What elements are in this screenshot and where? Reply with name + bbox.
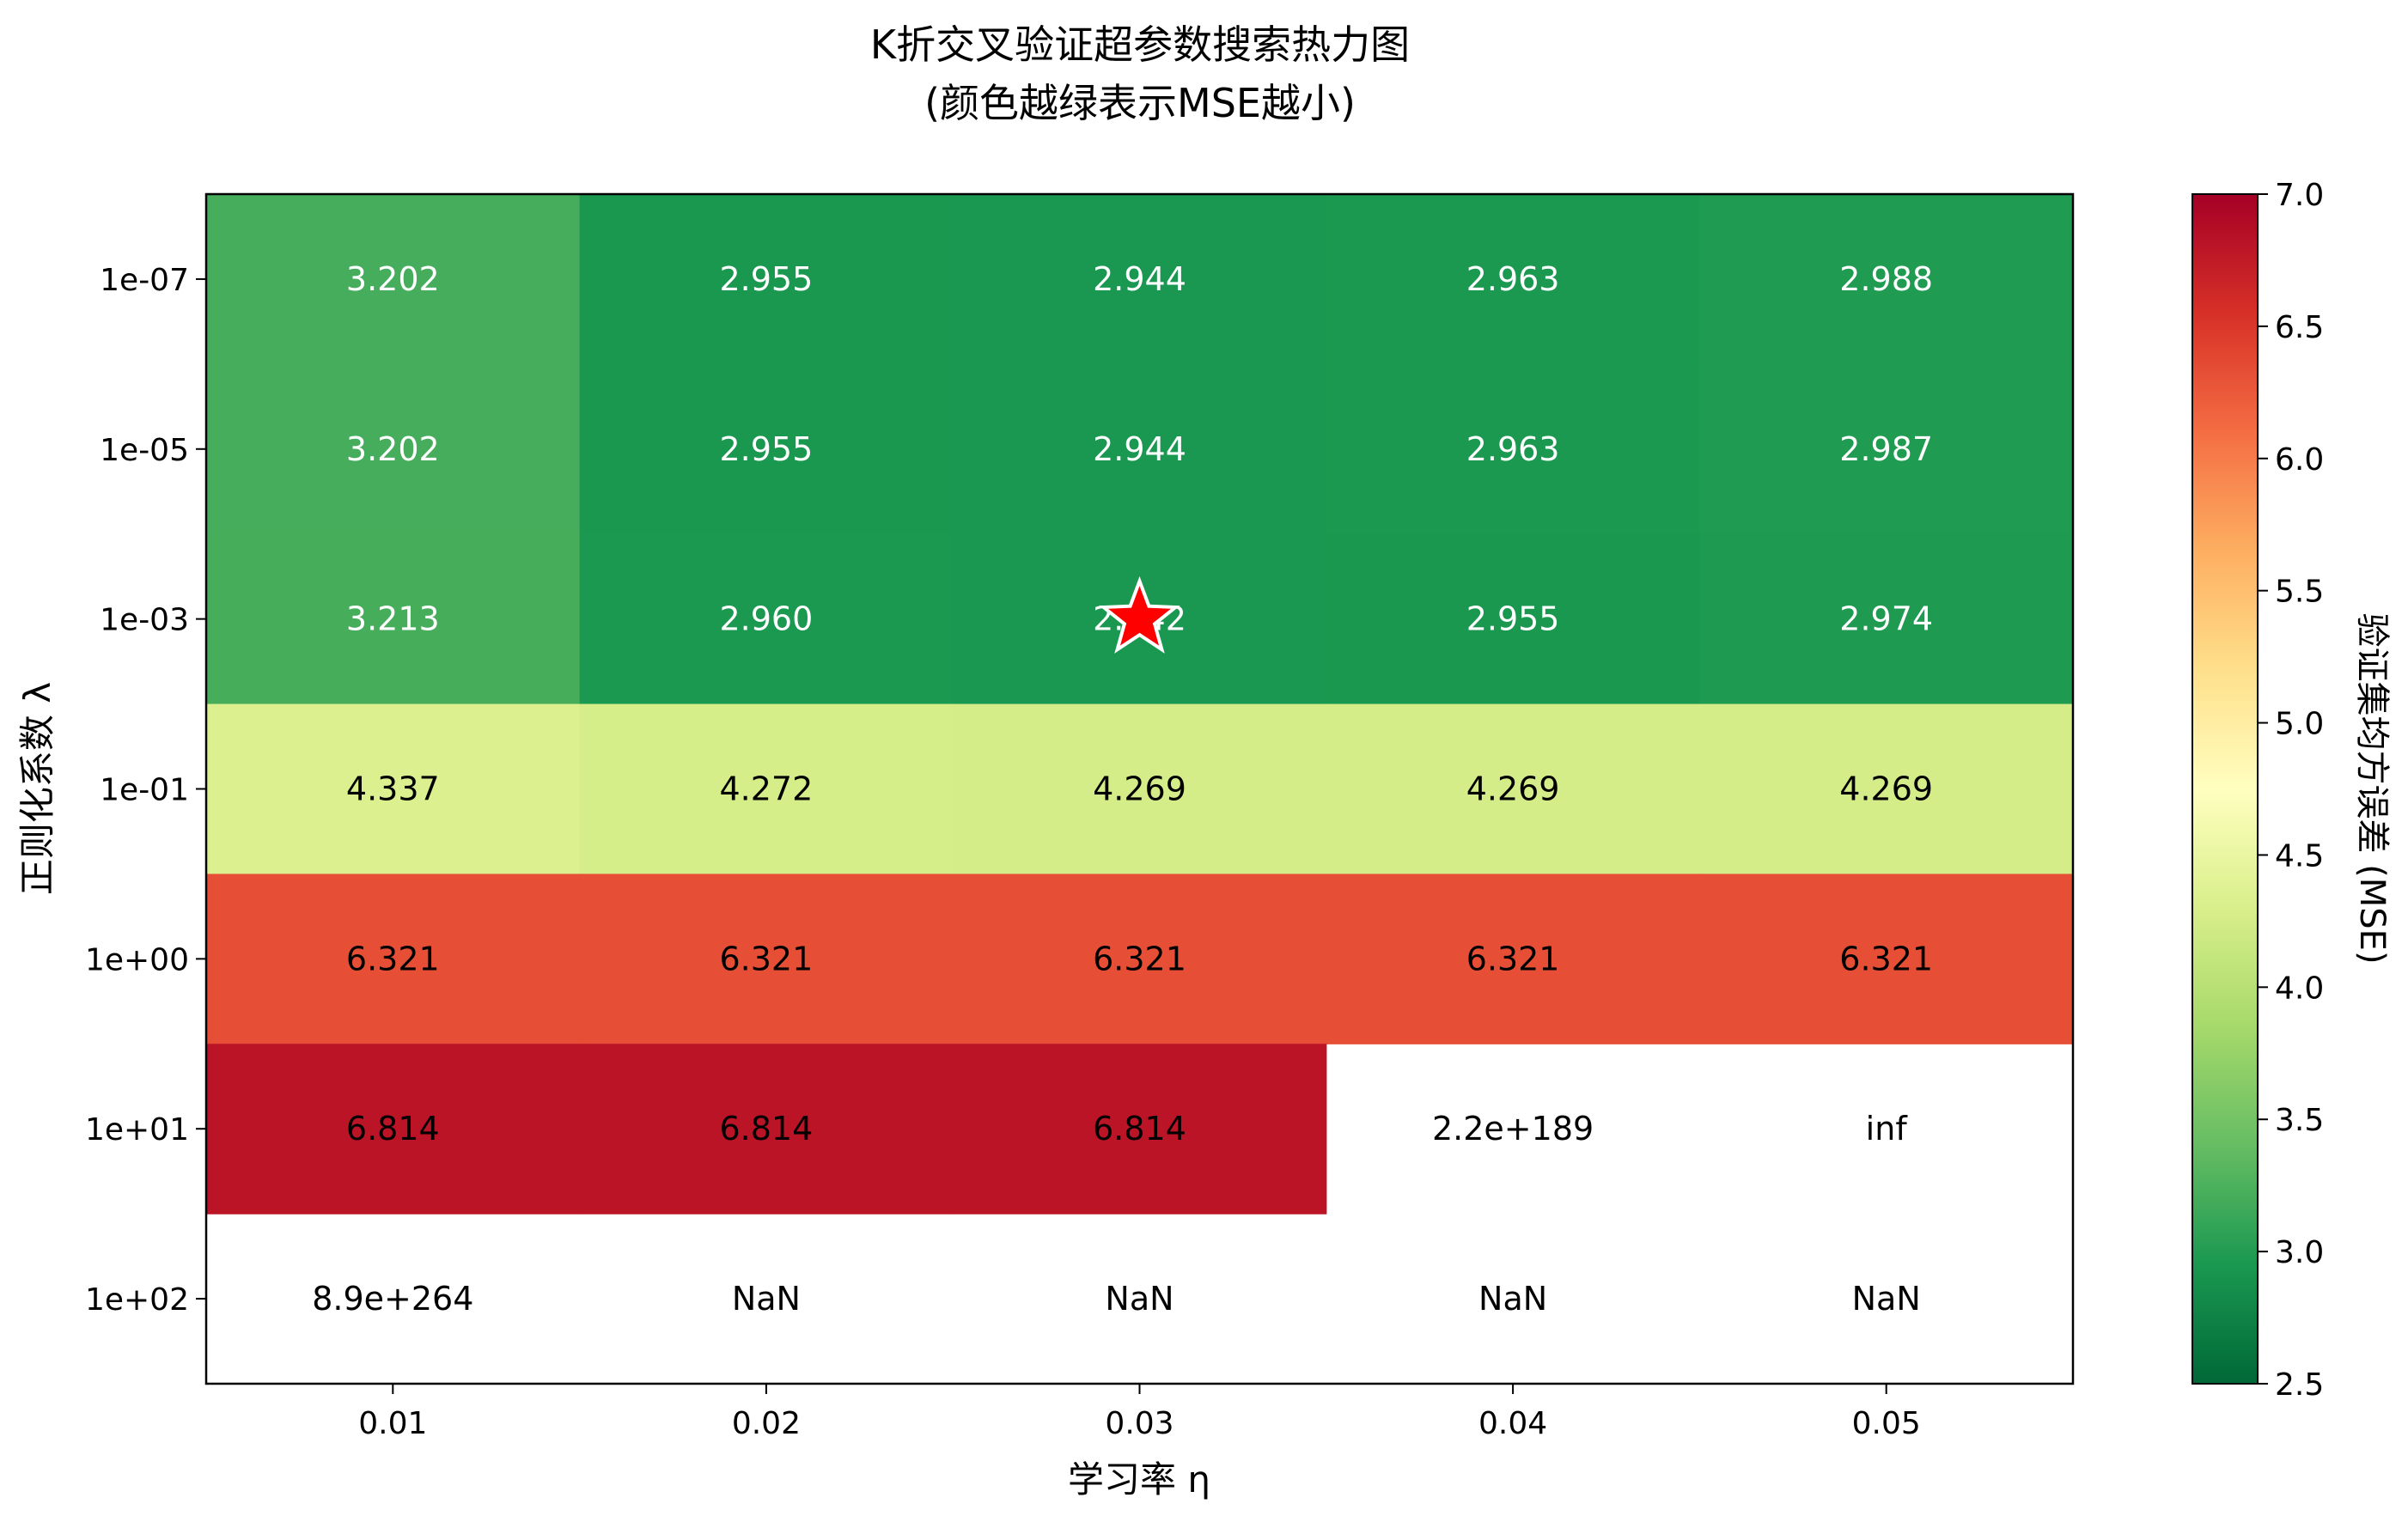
cell-value-label: 8.9e+264 (312, 1280, 473, 1318)
heatmap-cell (1326, 874, 1700, 1044)
colorbar-tick-label: 4.5 (2275, 838, 2324, 874)
heatmap-cell (206, 874, 581, 1044)
heatmap-cell (579, 533, 954, 705)
heatmap-cell (1326, 194, 1700, 365)
colorbar (2192, 193, 2259, 1385)
colorbar-tick-label: 6.5 (2275, 310, 2324, 345)
colorbar-tick-label: 2.5 (2275, 1367, 2324, 1403)
heatmap-cell (206, 363, 581, 535)
heatmap-cell (206, 1044, 581, 1215)
cell-value-label: NaN (732, 1280, 801, 1318)
colorbar-tick-label: 5.0 (2275, 707, 2324, 742)
cell-value-label: NaN (1478, 1280, 1547, 1318)
heatmap-cell (579, 1044, 954, 1215)
heatmap-cell (953, 363, 1327, 535)
best-result-star-icon (1099, 575, 1180, 654)
y-tick-label: 1e-03 (100, 603, 189, 638)
cell-value-label: 2.2e+189 (1432, 1110, 1594, 1148)
colorbar-tick-label: 3.0 (2275, 1235, 2324, 1270)
cell-value-label: 6.321 (720, 940, 814, 977)
cell-value-label: 2.955 (720, 260, 814, 298)
cell-value-label: 3.202 (346, 430, 440, 468)
heatmap-cell (1699, 363, 2074, 535)
heatmap-cell (1326, 363, 1700, 535)
cell-value-label: 2.944 (1093, 260, 1186, 298)
heatmap-cell (579, 703, 954, 875)
cell-value-label: 4.269 (1093, 770, 1186, 808)
cell-value-label: 4.337 (346, 770, 440, 808)
heatmap-cell (1699, 703, 2074, 875)
cell-value-label: 6.814 (1093, 1110, 1186, 1148)
heatmap-cell (1699, 874, 2074, 1044)
heatmap-cell (206, 703, 581, 875)
cell-value-label: 6.321 (1093, 940, 1186, 977)
heatmap-cell (1699, 194, 2074, 365)
cell-value-label: 4.269 (1466, 770, 1560, 808)
colorbar-tick-label: 6.0 (2275, 442, 2324, 478)
x-tick-label: 0.05 (1852, 1406, 1921, 1441)
colorbar-tick-label: 3.5 (2275, 1103, 2324, 1138)
cell-value-label: 2.960 (720, 600, 814, 638)
cell-value-label: 6.321 (1839, 940, 1933, 977)
y-tick-label: 1e-07 (100, 263, 189, 298)
cell-value-label: 4.272 (720, 770, 814, 808)
cell-value-label: NaN (1852, 1280, 1921, 1318)
heatmap-cell (953, 703, 1327, 875)
colorbar-tick-label: 5.5 (2275, 575, 2324, 610)
colorbar-tick-label: 4.0 (2275, 971, 2324, 1006)
heatmap-cell (1699, 533, 2074, 705)
cell-value-label: NaN (1105, 1280, 1174, 1318)
cell-value-label: 6.321 (1466, 940, 1560, 977)
cell-value-label: 2.944 (1093, 430, 1186, 468)
colorbar-tick-label: 7.0 (2275, 178, 2324, 213)
cell-value-label: 2.987 (1839, 430, 1933, 468)
y-tick-label: 1e-01 (100, 773, 189, 808)
x-tick-label: 0.04 (1478, 1406, 1547, 1441)
heatmap-cell (953, 194, 1327, 365)
y-tick-label: 1e+01 (85, 1112, 189, 1148)
cell-value-label: 6.321 (346, 940, 440, 977)
x-tick-label: 0.01 (358, 1406, 427, 1441)
chart-title: K折交叉验证超参数搜索热力图 (870, 21, 1410, 68)
cell-value-label: 6.814 (720, 1110, 814, 1148)
cell-value-label: 2.955 (720, 430, 814, 468)
heatmap-cell (579, 194, 954, 365)
cell-value-label: 2.955 (1466, 600, 1560, 638)
y-tick-label: 1e+02 (85, 1282, 189, 1318)
cell-value-label: 4.269 (1839, 770, 1933, 808)
cell-value-label: 3.202 (346, 260, 440, 298)
x-tick-label: 0.02 (732, 1406, 801, 1441)
heatmap-cell (1326, 533, 1700, 705)
cell-value-label: 2.988 (1839, 260, 1933, 298)
y-axis-label: 正则化系数 λ (16, 682, 58, 895)
cell-value-label: 6.814 (346, 1110, 440, 1148)
y-tick-label: 1e+00 (85, 942, 189, 977)
heatmap-cell (1326, 703, 1700, 875)
cell-value-label: 2.963 (1466, 430, 1560, 468)
heatmap-cell (206, 533, 581, 705)
heatmap-cell (953, 1044, 1327, 1215)
cell-value-label: 3.213 (346, 600, 440, 638)
colorbar-label: 验证集均方误差 (MSE) (2352, 612, 2392, 964)
heatmap-cell (953, 874, 1327, 1044)
x-axis-label: 学习率 η (1068, 1458, 1210, 1501)
heatmap-cell (206, 194, 581, 365)
heatmap-cell (579, 363, 954, 535)
cell-value-label: 2.974 (1839, 600, 1933, 638)
cell-value-label: inf (1866, 1110, 1909, 1148)
cell-value-label: 2.963 (1466, 260, 1560, 298)
x-tick-label: 0.03 (1105, 1406, 1174, 1441)
y-tick-label: 1e-05 (100, 433, 189, 468)
chart-subtitle: (颜色越绿表示MSE越小) (924, 80, 1356, 126)
heatmap-cell (579, 874, 954, 1044)
